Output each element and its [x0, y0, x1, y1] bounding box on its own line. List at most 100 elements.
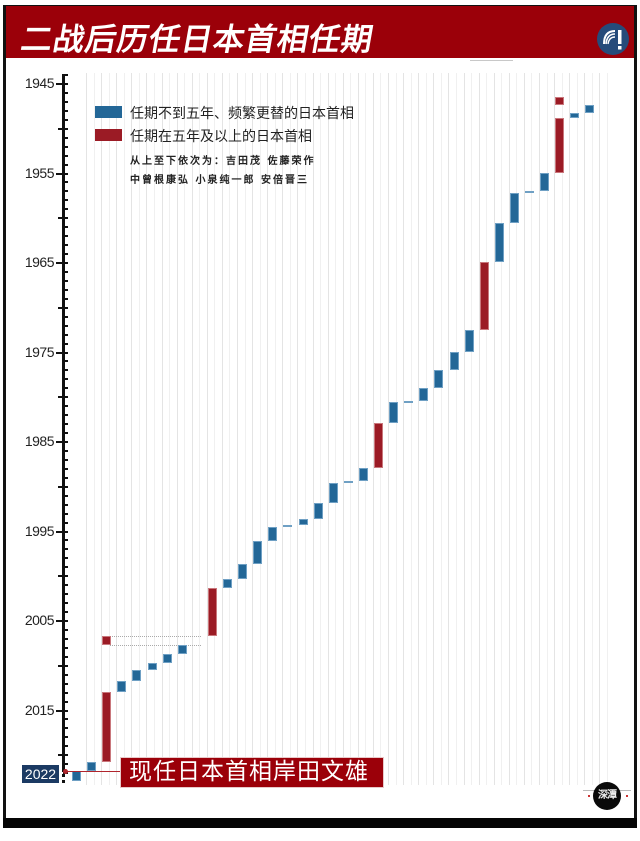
connector-dotted-line [110, 645, 201, 647]
long-term-bar [374, 423, 383, 468]
gridline [395, 73, 397, 785]
short-term-bar [177, 645, 187, 655]
y-axis-label: 1945 [24, 75, 55, 91]
y-axis-tick [63, 763, 68, 766]
gridline [463, 73, 465, 785]
short-term-bar [343, 481, 353, 484]
gridline [486, 73, 488, 785]
gridline [516, 73, 518, 785]
header-banner: 二战后历任日本首相任期 [6, 6, 634, 58]
long-term-bar [102, 692, 112, 762]
gridline [123, 73, 125, 785]
y-axis-tick [63, 637, 68, 640]
y-axis-tick [63, 163, 68, 166]
gridline [584, 73, 586, 785]
short-term-bar [494, 223, 504, 262]
brand-logo-icon: 深潭 [593, 782, 621, 810]
gridline [259, 73, 261, 785]
y-axis-tick [56, 262, 68, 264]
gridline [214, 73, 216, 785]
short-term-bar [585, 105, 595, 113]
y-axis-tick [63, 145, 68, 148]
y-axis-label: 1995 [24, 522, 55, 539]
short-term-bar [404, 401, 414, 404]
short-term-bar [283, 525, 293, 528]
short-term-bar [132, 669, 142, 681]
legend-label-short-term: 任期不到五年、频繁更替的日本首相 [130, 106, 354, 122]
y-axis-tick [63, 503, 68, 506]
y-axis-tick [58, 217, 68, 220]
y-axis-tick [63, 288, 68, 291]
gridline [93, 73, 95, 785]
gridline [501, 73, 503, 785]
y-axis-tick [63, 253, 68, 256]
y-axis-tick [63, 512, 68, 515]
y-axis-tick [63, 521, 68, 524]
gridline [350, 73, 352, 785]
current-year-label: 2022 [22, 765, 59, 783]
y-axis-tick [63, 342, 68, 345]
y-axis-label: 1985 [24, 433, 55, 449]
gridline [440, 73, 442, 785]
y-axis-tick [63, 566, 68, 569]
y-axis-tick [56, 83, 68, 85]
gridline [591, 73, 593, 785]
y-axis-dashed-extension [62, 774, 65, 786]
gridline [493, 73, 495, 785]
short-term-bar [358, 467, 368, 482]
gridline [184, 73, 186, 785]
y-axis-tick [63, 628, 68, 631]
short-term-bar [328, 483, 338, 504]
gridline [221, 73, 223, 785]
gridline [410, 73, 412, 785]
gridline [101, 73, 103, 785]
gridline [403, 73, 405, 785]
y-axis-tick [63, 548, 68, 551]
gridline [108, 73, 110, 785]
gridline [531, 73, 533, 785]
gridline [86, 73, 87, 785]
current-pm-caption: 现任日本首相岸田文雄 [120, 757, 384, 788]
gridline [546, 73, 548, 785]
y-axis-tick [63, 602, 68, 605]
decorative-line [470, 60, 513, 61]
y-axis-tick [58, 664, 68, 667]
gridline [161, 73, 163, 785]
gridline [297, 73, 299, 785]
y-axis-tick [63, 369, 68, 372]
y-axis-tick [63, 494, 68, 497]
gridline [335, 73, 337, 785]
y-axis-tick [63, 378, 68, 381]
gridline [455, 73, 457, 785]
gridline [554, 73, 556, 785]
gridline [523, 73, 525, 785]
gridline [116, 73, 118, 785]
gridline [191, 73, 193, 785]
y-axis-tick [63, 118, 68, 121]
y-axis-tick [63, 324, 68, 327]
logo-dot-left [588, 795, 590, 797]
y-axis-tick [63, 279, 68, 282]
gridline [418, 73, 420, 785]
y-axis-tick [63, 136, 68, 139]
current-year-connector [65, 771, 121, 772]
gridline [471, 73, 473, 785]
gridline [508, 73, 510, 785]
y-axis-tick [63, 100, 68, 103]
y-axis-tick [63, 109, 68, 112]
bottom-band [3, 818, 637, 828]
y-axis-tick [58, 575, 68, 578]
short-term-bar [449, 351, 459, 371]
gridline [206, 73, 208, 785]
y-axis-tick [63, 387, 68, 390]
y-axis-tick [56, 351, 68, 354]
long-term-bar [555, 96, 565, 106]
y-axis-tick [63, 199, 68, 202]
short-term-bar [313, 503, 323, 519]
short-term-bar [72, 771, 81, 781]
y-axis-tick [63, 235, 68, 238]
short-term-bar [419, 387, 429, 402]
gridline [448, 73, 450, 785]
legend-note-line-2: 中曾根康弘 小泉纯一郎 安倍晋三 [130, 175, 309, 186]
